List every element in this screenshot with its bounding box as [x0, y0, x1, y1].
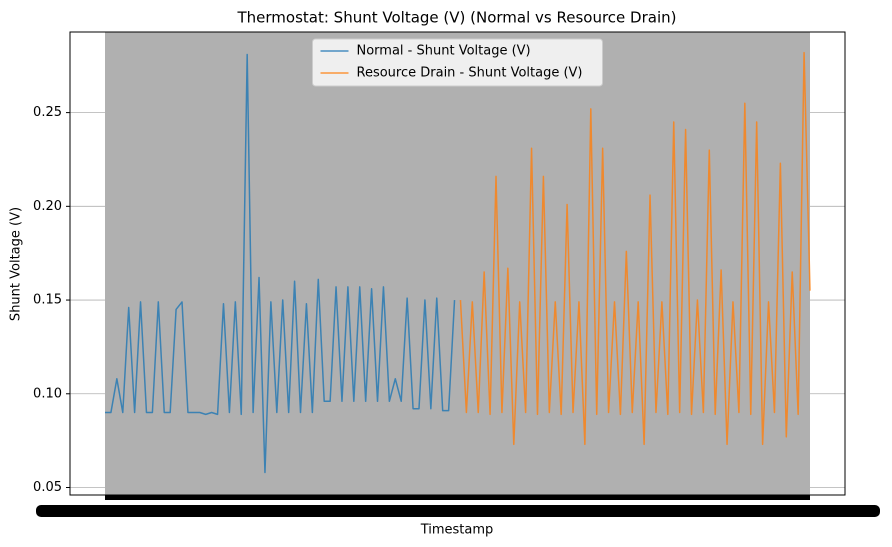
- plot-frame: [69, 31, 846, 496]
- x-tick-label-band: [36, 505, 880, 517]
- x-grid-band: [105, 32, 810, 495]
- legend-box: [312, 38, 603, 87]
- series-line: [105, 53, 456, 474]
- y-axis-label: Shunt Voltage (V): [9, 207, 24, 321]
- series-line: [459, 51, 811, 446]
- y-tick-label: 0.25: [33, 105, 62, 120]
- y-tick-label: 0.15: [33, 293, 62, 308]
- y-tick-label: 0.05: [33, 480, 62, 495]
- y-tick-label: 0.20: [33, 199, 62, 214]
- x-axis-label: Timestamp: [420, 523, 494, 538]
- legend-label: Normal - Shunt Voltage (V): [357, 44, 531, 59]
- chart-title: Thermostat: Shunt Voltage (V) (Normal vs…: [237, 9, 677, 27]
- legend-label: Resource Drain - Shunt Voltage (V): [357, 66, 583, 81]
- x-tick-band: [105, 495, 810, 500]
- y-tick-label: 0.10: [33, 386, 62, 401]
